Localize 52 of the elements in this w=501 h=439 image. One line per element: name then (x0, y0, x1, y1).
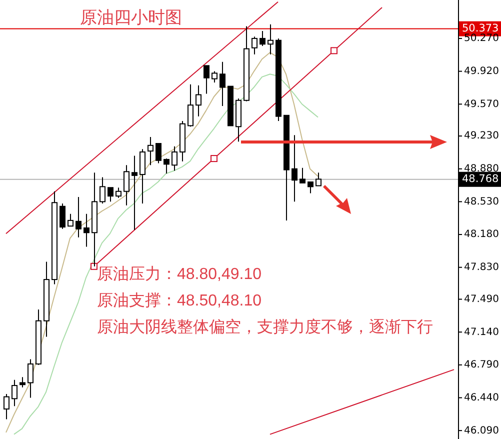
candlestick (20, 376, 26, 388)
text: 原油四小时图 (80, 8, 182, 27)
candlestick (252, 36, 258, 55)
y-tick-label: 49.230 (464, 130, 499, 142)
candlestick (156, 143, 162, 164)
ref-line-label: 48.768 (462, 173, 499, 186)
y-tick-label: 47.490 (464, 294, 499, 305)
point (210, 155, 218, 162)
candlestick (28, 358, 34, 398)
candlestick (84, 213, 90, 248)
candlestick (12, 379, 18, 407)
candlestick (124, 164, 130, 206)
candlestick (196, 84, 202, 117)
y-tick-label: 48.180 (464, 229, 499, 240)
candlestick (268, 24, 274, 55)
y-tick-label: 48.530 (464, 196, 499, 208)
annotation: 原油支撑：48.50,48.10 (97, 292, 262, 310)
candlestick (132, 155, 138, 230)
y-tick-label: 50.270 (464, 33, 499, 44)
y-tick-label: 46.790 (464, 360, 499, 371)
candlestick (4, 393, 10, 420)
candlestick (100, 176, 106, 204)
candlestick (108, 187, 114, 202)
candlestick (140, 148, 146, 204)
y-tick-label: 47.830 (464, 262, 499, 274)
candlestick (172, 146, 178, 172)
candlestick (148, 136, 154, 166)
candlestick (292, 134, 298, 202)
annotation: 原油压力：48.80,49.10 (97, 265, 262, 283)
candlestick (300, 167, 306, 184)
candlestick (60, 203, 66, 230)
candlestick (76, 196, 82, 238)
candlestick (220, 61, 226, 106)
y-tick-label: 49.570 (464, 98, 499, 110)
point (330, 47, 338, 54)
y-tick-label: 46.440 (464, 392, 499, 404)
candlestick (164, 158, 170, 174)
annotation: 原油大阴线整体偏空，支撑力度不够，逐渐下行 (97, 318, 433, 336)
candlestick (116, 187, 122, 198)
candlestick (316, 172, 322, 186)
candlestick (68, 213, 74, 227)
candlestick (204, 65, 210, 94)
candlestick (212, 70, 218, 84)
y-tick-label: 47.140 (464, 326, 499, 338)
y-tick-label: 49.920 (464, 66, 499, 78)
y-tick-label: 46.090 (464, 425, 499, 436)
point (90, 262, 98, 270)
ref-line-label: 50.373 (462, 22, 499, 35)
candlestick (308, 181, 314, 194)
candlestick (188, 84, 194, 128)
candlestick (260, 30, 266, 46)
y-tick-label: 48.880 (464, 164, 499, 175)
